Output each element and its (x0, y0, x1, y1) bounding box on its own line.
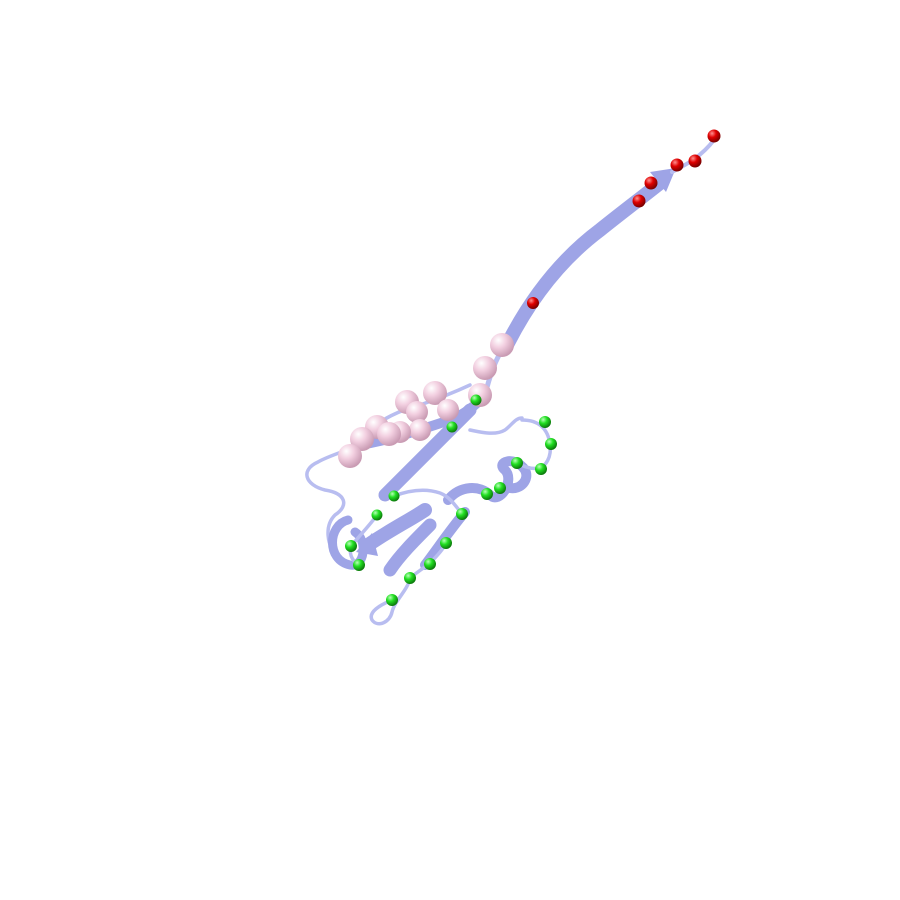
pink-residue-sphere (490, 333, 514, 357)
pink-residue-sphere (406, 401, 428, 423)
pink-residue-sphere (338, 444, 362, 468)
beta-strand-arrowhead (650, 168, 676, 192)
green-residue-sphere (424, 558, 436, 570)
red-residue-sphere (527, 297, 539, 309)
green-residue-sphere (470, 394, 482, 406)
green-residue-sphere (353, 559, 365, 571)
green-residue-sphere (481, 488, 493, 500)
beta-strand-lower-2 (383, 518, 437, 577)
green-residue-sphere (494, 482, 506, 494)
red-residue-sphere (632, 194, 646, 208)
green-residue-sphere (404, 572, 416, 584)
red-residue-sphere (688, 154, 702, 168)
pink-residue-sphere (377, 422, 401, 446)
green-residue-sphere (386, 594, 398, 606)
pink-residue-sphere (423, 381, 447, 405)
green-residue-sphere (456, 508, 468, 520)
pink-residue-sphere (473, 356, 497, 380)
red-residue-sphere (644, 176, 658, 190)
red-residue-spheres (527, 129, 721, 309)
pink-residue-spheres (338, 333, 514, 468)
green-residue-sphere (345, 540, 357, 552)
left-loop (305, 438, 374, 562)
green-residue-sphere (371, 509, 383, 521)
arrowhead-lower-1 (356, 533, 378, 556)
green-residue-sphere (511, 457, 523, 469)
green-residue-sphere (535, 463, 547, 475)
red-residue-sphere (707, 129, 721, 143)
cartoon-backbone (305, 138, 716, 626)
green-residue-spheres (345, 394, 557, 606)
pink-residue-sphere (437, 399, 459, 421)
pink-residue-sphere (350, 427, 374, 451)
green-residue-sphere (440, 537, 452, 549)
green-residue-sphere (545, 438, 557, 450)
bottom-loop (369, 576, 412, 626)
red-residue-sphere (670, 158, 684, 172)
green-residue-sphere (388, 490, 400, 502)
middle-connector (392, 488, 464, 516)
pink-residue-sphere (409, 419, 431, 441)
right-helix (443, 456, 532, 505)
green-residue-sphere (446, 421, 458, 433)
green-residue-sphere (539, 416, 551, 428)
right-upper-loop (468, 416, 524, 435)
